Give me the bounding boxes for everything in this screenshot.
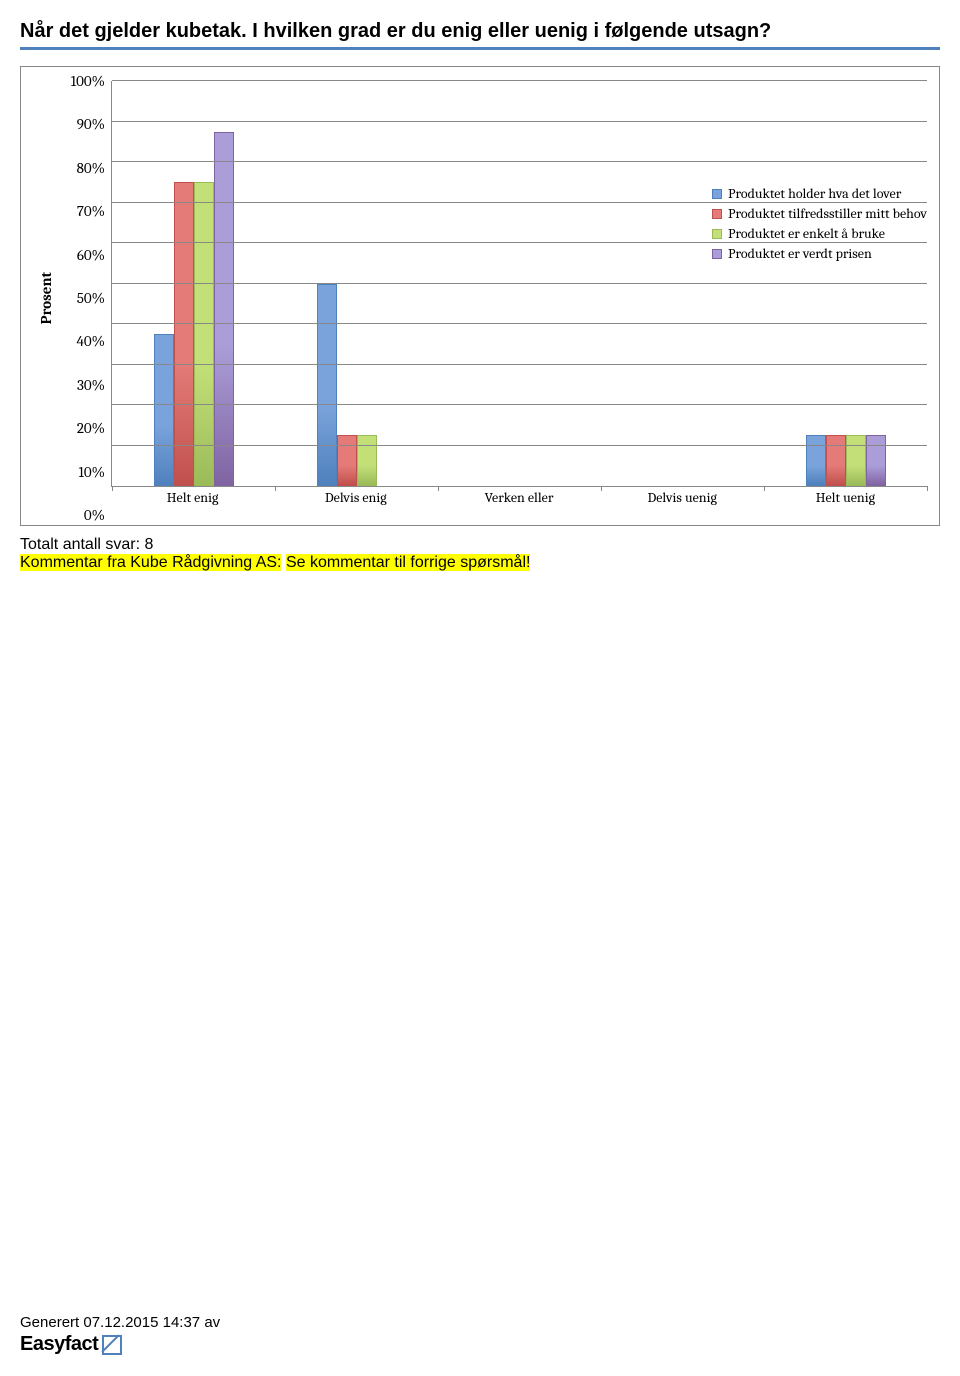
x-tick: [438, 486, 439, 491]
grid-line: [112, 404, 927, 405]
title-underline: [20, 47, 940, 50]
generated-line: Generert 07.12.2015 14:37 av: [20, 1314, 220, 1331]
total-label: Totalt antall svar:: [20, 536, 140, 553]
bar-group: [438, 81, 601, 486]
bar: [317, 284, 337, 487]
bar-group: [764, 81, 927, 486]
legend-label: Produktet er verdt prisen: [728, 245, 872, 262]
x-axis-label: Verken eller: [437, 489, 600, 515]
x-tick: [601, 486, 602, 491]
grid-line: [112, 323, 927, 324]
y-tick: 10%: [59, 463, 105, 481]
y-axis-label: Prosent: [33, 272, 59, 324]
summary-block: Totalt antall svar: 8 Kommentar fra Kube…: [20, 536, 940, 572]
x-axis-labels: Helt enigDelvis enigVerken ellerDelvis u…: [111, 489, 927, 515]
plot-area: [111, 81, 927, 487]
generated-timestamp: 07.12.2015 14:37: [83, 1314, 200, 1331]
legend-label: Produktet holder hva det lover: [728, 185, 901, 202]
x-tick: [112, 486, 113, 491]
y-tick: 20%: [59, 419, 105, 437]
x-axis-label: Helt enig: [111, 489, 274, 515]
bar: [806, 435, 826, 486]
y-tick: 50%: [59, 289, 105, 307]
legend-item: Produktet tilfredsstiller mitt behov: [712, 205, 927, 222]
x-tick: [275, 486, 276, 491]
legend-item: Produktet holder hva det lover: [712, 185, 927, 202]
bar-group: [601, 81, 764, 486]
bar-groups: [112, 81, 927, 486]
grid-line: [112, 445, 927, 446]
y-tick: 60%: [59, 246, 105, 264]
grid-line: [112, 283, 927, 284]
grid-line: [112, 161, 927, 162]
y-tick: 90%: [59, 115, 105, 133]
y-tick: 100%: [59, 72, 105, 90]
grid-line: [112, 364, 927, 365]
legend-item: Produktet er enkelt å bruke: [712, 225, 927, 242]
bar: [866, 435, 886, 486]
y-tick: 0%: [59, 506, 105, 524]
grid-line: [112, 121, 927, 122]
grid-line: [112, 80, 927, 81]
bar: [337, 435, 357, 486]
x-tick: [927, 486, 928, 491]
legend-swatch-icon: [712, 229, 722, 239]
logo-mark-icon: [102, 1335, 122, 1355]
y-tick: 80%: [59, 159, 105, 177]
plot-wrap: Helt enigDelvis enigVerken ellerDelvis u…: [111, 81, 927, 515]
bar-group: [275, 81, 438, 486]
bar: [846, 435, 866, 486]
y-tick: 40%: [59, 332, 105, 350]
x-axis-label: Helt uenig: [764, 489, 927, 515]
logo-text: Easyfact: [20, 1333, 98, 1356]
bar: [214, 132, 234, 486]
comment-line: Kommentar fra Kube Rådgivning AS: Se kom…: [20, 554, 940, 572]
comment-label: Kommentar fra Kube Rådgivning AS:: [20, 554, 281, 571]
x-tick: [764, 486, 765, 491]
y-tick: 30%: [59, 376, 105, 394]
bar: [174, 182, 194, 486]
comment-text: Se kommentar til forrige spørsmål!: [286, 554, 531, 571]
bar: [194, 182, 214, 486]
y-tick: 70%: [59, 202, 105, 220]
legend-swatch-icon: [712, 209, 722, 219]
page-title: Når det gjelder kubetak. I hvilken grad …: [20, 20, 940, 43]
legend-swatch-icon: [712, 189, 722, 199]
total-responses: Totalt antall svar: 8: [20, 536, 940, 554]
total-value: 8: [145, 536, 154, 553]
legend-label: Produktet er enkelt å bruke: [728, 225, 885, 242]
chart-area: Prosent 0%10%20%30%40%50%60%70%80%90%100…: [33, 81, 927, 515]
legend-item: Produktet er verdt prisen: [712, 245, 927, 262]
x-axis-label: Delvis uenig: [601, 489, 764, 515]
x-axis-label: Delvis enig: [274, 489, 437, 515]
bar: [826, 435, 846, 486]
logo: Easyfact: [20, 1333, 220, 1356]
y-axis-ticks: 0%10%20%30%40%50%60%70%80%90%100%: [59, 81, 111, 515]
footer: Generert 07.12.2015 14:37 av Easyfact: [20, 1314, 220, 1356]
bar: [357, 435, 377, 486]
generated-label: Generert: [20, 1314, 79, 1331]
legend-swatch-icon: [712, 249, 722, 259]
generated-suffix: av: [204, 1314, 220, 1331]
legend-label: Produktet tilfredsstiller mitt behov: [728, 205, 927, 222]
legend: Produktet holder hva det lover Produktet …: [712, 182, 927, 265]
chart-container: Prosent 0% 10% 20% 30% 40% 50% 60% 70% 80% 90% 100…: [20, 66, 940, 526]
bar-group: [112, 81, 275, 486]
bar: [154, 334, 174, 486]
